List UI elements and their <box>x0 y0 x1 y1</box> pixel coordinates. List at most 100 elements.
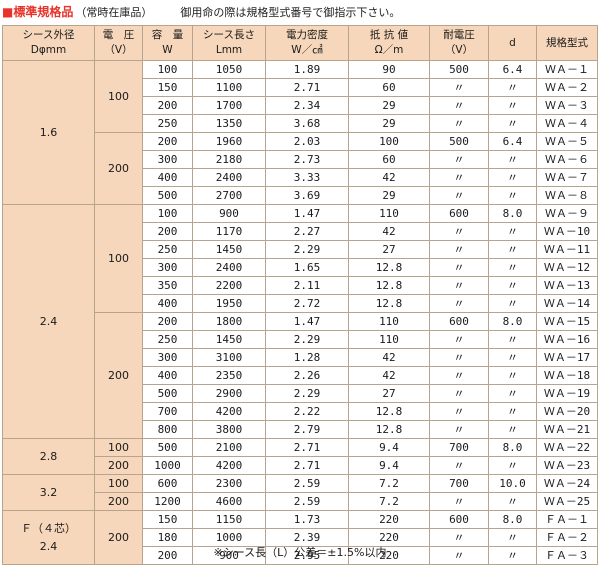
cell-sheath-length: 4600 <box>192 492 266 511</box>
header-voltage: 電 圧 （V） <box>94 25 143 61</box>
cell-sheath-length: 900 <box>192 546 266 565</box>
cell-d: 〃 <box>488 294 537 313</box>
cell-power-density: 2.26 <box>265 366 349 385</box>
cell-withstand-voltage: 700 <box>429 438 489 457</box>
voltage-cell: 100 <box>94 474 143 493</box>
cell-resistance: 220 <box>348 546 430 565</box>
cell-sheath-length: 2400 <box>192 258 266 277</box>
square-bullet-icon: ■ <box>2 5 14 19</box>
cell-capacity: 350 <box>142 276 193 295</box>
cell-power-density: 1.28 <box>265 348 349 367</box>
page-header: ■標準規格品 （常時在庫品） 御用命の際は規格型式番号で御指示下さい。 <box>2 3 598 21</box>
cell-sheath-length: 1000 <box>192 528 266 547</box>
cell-d: 〃 <box>488 348 537 367</box>
cell-d: 〃 <box>488 366 537 385</box>
cell-capacity: 150 <box>142 510 193 529</box>
cell-withstand-voltage: 〃 <box>429 240 489 259</box>
table-row: 200 1200 4600 2.59 7.2 〃〃 ＷＡ－25 <box>3 492 598 511</box>
cell-d: 〃 <box>488 330 537 349</box>
cell-withstand-voltage: 〃 <box>429 186 489 205</box>
cell-d: 8.0 <box>488 438 537 457</box>
cell-capacity: 500 <box>142 438 193 457</box>
cell-power-density: 2.73 <box>265 150 349 169</box>
ordering-note: 御用命の際は規格型式番号で御指示下さい。 <box>180 6 401 19</box>
cell-capacity: 200 <box>142 132 193 151</box>
diameter-cell: 1.6 <box>2 60 95 205</box>
header-diameter: シース外径 Dφmm <box>2 25 95 61</box>
header-model-type-label: 規格型式 <box>546 36 588 49</box>
cell-power-density: 2.34 <box>265 96 349 115</box>
cell-withstand-voltage: 〃 <box>429 78 489 97</box>
table-row: 1.6 100 100 1050 1.89 90 500 6.4 ＷＡ－１ <box>2 60 598 205</box>
header-model-type: 規格型式 <box>536 25 598 61</box>
cell-capacity: 300 <box>142 348 193 367</box>
cell-resistance: 7.2 <box>348 492 430 511</box>
cell-resistance: 29 <box>348 96 430 115</box>
cell-power-density: 2.29 <box>265 240 349 259</box>
cell-resistance: 7.2 <box>348 474 430 493</box>
header-withstand-voltage-label: 耐電圧 <box>443 29 475 41</box>
tolerance-footnote: ※シース長（L）公差＝±1.5%以内 <box>213 546 387 559</box>
cell-capacity: 400 <box>142 294 193 313</box>
header-d: d <box>488 25 537 61</box>
cell-power-density: 2.79 <box>265 420 349 439</box>
header-power-density-unit: W／㎠ <box>291 44 323 56</box>
cell-sheath-length: 2200 <box>192 276 266 295</box>
cell-withstand-voltage: 〃 <box>429 114 489 133</box>
cell-model-type: ＷＡ－18 <box>536 366 598 385</box>
cell-model-type: ＷＡ－25 <box>536 492 598 511</box>
cell-model-type: ＷＡ－14 <box>536 294 598 313</box>
cell-resistance: 12.8 <box>348 294 430 313</box>
cell-sheath-length: 1100 <box>192 78 266 97</box>
cell-capacity: 200 <box>142 96 193 115</box>
cell-capacity: 100 <box>142 204 193 223</box>
cell-withstand-voltage: 500 <box>429 132 489 151</box>
cell-withstand-voltage: 〃 <box>429 276 489 295</box>
header-diameter-label: シース外径 <box>22 29 75 41</box>
diameter-value: 3.2 <box>39 485 58 499</box>
cell-resistance: 12.8 <box>348 402 430 421</box>
cell-model-type: ＷＡ－３ <box>536 96 598 115</box>
cell-model-type: ＷＡ－５ <box>536 132 598 151</box>
cell-model-type: ＷＡ－４ <box>536 114 598 133</box>
cell-resistance: 27 <box>348 384 430 403</box>
cell-sheath-length: 4200 <box>192 402 266 421</box>
cell-sheath-length: 1350 <box>192 114 266 133</box>
cell-model-type: ＷＡ－７ <box>536 168 598 187</box>
cell-sheath-length: 1450 <box>192 330 266 349</box>
header-voltage-unit: （V） <box>104 44 133 56</box>
cell-withstand-voltage: 〃 <box>429 348 489 367</box>
table-row: 400 1950 2.72 12.8 〃〃 ＷＡ－14 <box>3 294 598 313</box>
cell-power-density: 1.89 <box>265 60 349 79</box>
table-row: 300 3100 1.28 42 〃〃 ＷＡ－17 <box>3 348 598 367</box>
cell-withstand-voltage: 〃 <box>429 150 489 169</box>
cell-capacity: 200 <box>142 312 193 331</box>
cell-power-density: 2.71 <box>265 438 349 457</box>
cell-capacity: 400 <box>142 168 193 187</box>
cell-capacity: 150 <box>142 78 193 97</box>
cell-withstand-voltage: 600 <box>429 510 489 529</box>
table-row: 250 1450 2.29 110 〃〃 ＷＡ－16 <box>3 330 598 349</box>
table-row: 2.8 100 500 2100 2.71 9.4 700 8.0 ＷＡ－22 <box>2 438 598 475</box>
cell-d: 〃 <box>488 96 537 115</box>
voltage-cell: 200 <box>94 510 143 565</box>
cell-withstand-voltage: 〃 <box>429 330 489 349</box>
cell-d: 〃 <box>488 456 537 475</box>
cell-sheath-length: 1950 <box>192 294 266 313</box>
cell-resistance: 12.8 <box>348 420 430 439</box>
header-d-label: d <box>509 36 516 49</box>
cell-d: 6.4 <box>488 132 537 151</box>
cell-power-density: 2.29 <box>265 384 349 403</box>
table-row: 250 1450 2.29 27 〃〃 ＷＡ－11 <box>3 240 598 259</box>
cell-power-density: 2.29 <box>265 330 349 349</box>
cell-sheath-length: 900 <box>192 204 266 223</box>
header-resistance-unit: Ω／m <box>374 44 404 56</box>
cell-sheath-length: 1150 <box>192 510 266 529</box>
cell-resistance: 12.8 <box>348 258 430 277</box>
section-subtitle: （常時在庫品） <box>75 6 153 19</box>
cell-resistance: 60 <box>348 150 430 169</box>
cell-model-type: ＷＡ－22 <box>536 438 598 457</box>
cell-sheath-length: 3100 <box>192 348 266 367</box>
cell-capacity: 400 <box>142 366 193 385</box>
cell-sheath-length: 2900 <box>192 384 266 403</box>
